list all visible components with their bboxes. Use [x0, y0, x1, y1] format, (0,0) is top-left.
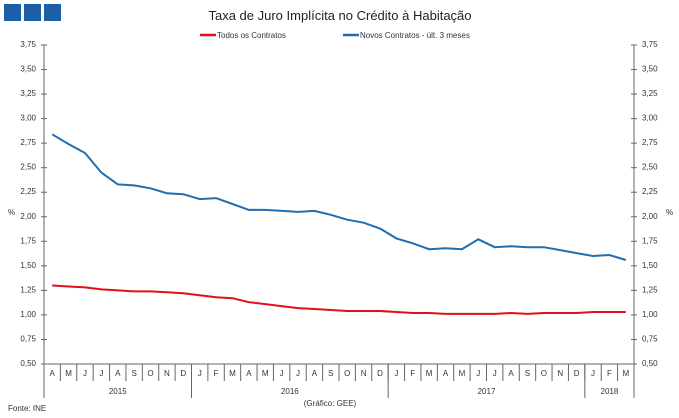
- legend: Todos os Contratos Novos Contratos - últ.…: [200, 31, 470, 40]
- month-label: S: [328, 369, 333, 378]
- legend-label: Novos Contratos - últ. 3 meses: [360, 31, 470, 40]
- logo-block: [4, 4, 21, 21]
- month-label: N: [557, 369, 563, 378]
- y-tick-label: 1,00: [642, 310, 658, 319]
- y-axis-label: %: [8, 208, 15, 217]
- y-tick-label: 2,25: [20, 187, 36, 196]
- series-lines: [51, 133, 627, 315]
- y-tick-label: 2,50: [20, 163, 36, 172]
- month-label: N: [164, 369, 170, 378]
- y-tick-label: 2,25: [642, 187, 658, 196]
- month-label: S: [131, 369, 136, 378]
- month-label: M: [262, 369, 269, 378]
- month-label: M: [426, 369, 433, 378]
- y-tick-label: 3,50: [20, 65, 36, 74]
- month-label: D: [377, 369, 383, 378]
- month-label: D: [574, 369, 580, 378]
- month-label: J: [476, 369, 480, 378]
- month-label: O: [541, 369, 547, 378]
- month-label: M: [459, 369, 466, 378]
- year-label: 2017: [478, 387, 496, 396]
- month-label: J: [280, 369, 284, 378]
- y-tick-label: 2,75: [642, 138, 658, 147]
- month-label: J: [493, 369, 497, 378]
- source-note: Fonte: INE: [8, 404, 46, 413]
- month-label: D: [180, 369, 186, 378]
- logo-block: [44, 4, 61, 21]
- y-tick-label: 3,25: [642, 89, 658, 98]
- axes: 0,50 0,50 0,75 0,75 1,00 1,00 1,25 1,25 1,50 1,50…: [8, 40, 673, 398]
- series-line-0: [52, 284, 626, 315]
- series-line-1: [51, 133, 627, 261]
- month-label: O: [344, 369, 350, 378]
- y-tick-label: 2,50: [642, 163, 658, 172]
- month-label: M: [229, 369, 236, 378]
- month-label: A: [115, 369, 121, 378]
- y-tick-label: 1,50: [20, 261, 36, 270]
- y-tick-label: 0,75: [642, 334, 658, 343]
- month-label: M: [622, 369, 629, 378]
- legend-label: Todos os Contratos: [217, 31, 286, 40]
- month-label: A: [312, 369, 318, 378]
- y-tick-label: 1,50: [642, 261, 658, 270]
- month-label: F: [607, 369, 612, 378]
- y-tick-label: 3,25: [20, 89, 36, 98]
- y-tick-label: 0,50: [20, 359, 36, 368]
- month-label: J: [99, 369, 103, 378]
- y-tick-label: 1,25: [642, 285, 658, 294]
- y-axis-label: %: [666, 208, 673, 217]
- month-label: A: [508, 369, 514, 378]
- y-tick-label: 3,00: [20, 114, 36, 123]
- y-tick-label: 0,75: [20, 334, 36, 343]
- year-label: 2016: [281, 387, 299, 396]
- y-tick-label: 1,75: [20, 236, 36, 245]
- month-label: A: [246, 369, 252, 378]
- chart-title: Taxa de Juro Implícita no Crédito à Habi…: [208, 8, 471, 23]
- month-label: J: [198, 369, 202, 378]
- month-label: N: [361, 369, 367, 378]
- y-tick-label: 3,50: [642, 65, 658, 74]
- y-tick-label: 0,50: [642, 359, 658, 368]
- month-label: O: [147, 369, 153, 378]
- month-label: J: [394, 369, 398, 378]
- month-label: J: [83, 369, 87, 378]
- month-label: F: [214, 369, 219, 378]
- month-label: F: [410, 369, 415, 378]
- month-label: J: [296, 369, 300, 378]
- y-tick-label: 3,75: [642, 40, 658, 49]
- y-tick-label: 3,00: [642, 114, 658, 123]
- y-tick-label: 1,00: [20, 310, 36, 319]
- y-tick-label: 3,75: [20, 40, 36, 49]
- y-tick-label: 1,75: [642, 236, 658, 245]
- chart-credit: (Gráfico: GEE): [304, 399, 357, 408]
- year-label: 2015: [109, 387, 127, 396]
- month-label: A: [50, 369, 56, 378]
- logo-block: [24, 4, 41, 21]
- y-tick-label: 2,00: [642, 212, 658, 221]
- month-label: M: [65, 369, 72, 378]
- month-label: J: [591, 369, 595, 378]
- year-label: 2018: [601, 387, 619, 396]
- month-label: S: [525, 369, 530, 378]
- y-tick-label: 1,25: [20, 285, 36, 294]
- y-tick-label: 2,75: [20, 138, 36, 147]
- month-label: A: [443, 369, 449, 378]
- y-tick-label: 2,00: [20, 212, 36, 221]
